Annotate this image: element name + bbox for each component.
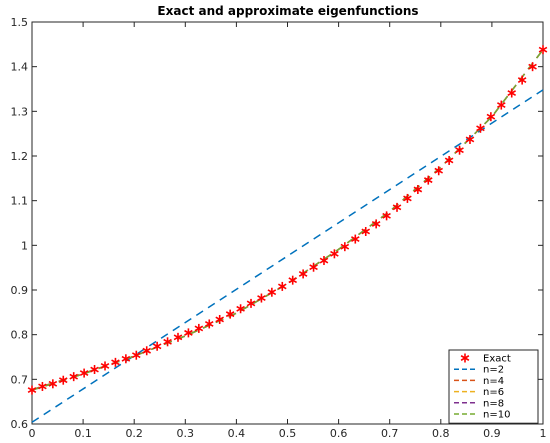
legend-label: n=10 <box>483 410 510 421</box>
exact-point <box>444 155 454 165</box>
legend-label: n=6 <box>483 387 504 398</box>
exact-point <box>152 341 162 351</box>
exact-markers <box>27 45 548 395</box>
exact-point <box>319 256 329 266</box>
x-tick-label: 0.7 <box>381 427 399 440</box>
exact-point <box>298 269 308 279</box>
y-tick-label: 1.5 <box>11 16 29 29</box>
exact-point <box>111 357 120 367</box>
exact-point <box>38 381 47 391</box>
exact-point <box>423 175 433 185</box>
exact-point <box>413 185 423 194</box>
exact-point <box>361 226 371 236</box>
exact-point <box>277 281 287 291</box>
exact-point <box>371 219 381 229</box>
x-tick-label: 0.8 <box>432 427 450 440</box>
exact-point <box>340 242 350 252</box>
exact-point <box>528 62 537 72</box>
exact-point <box>538 45 548 55</box>
exact-point <box>100 361 110 371</box>
chart-title: Exact and approximate eigenfunctions <box>157 4 418 18</box>
exact-point <box>121 354 131 364</box>
exact-point <box>288 275 298 285</box>
exact-point <box>351 234 360 244</box>
exact-point <box>163 337 172 347</box>
exact-point <box>486 112 496 122</box>
exact-point <box>476 123 485 133</box>
exact-point <box>225 309 235 319</box>
exact-point <box>27 385 37 395</box>
x-tick-label: 0.5 <box>279 427 297 440</box>
y-tick-label: 1 <box>21 239 28 252</box>
y-tick-label: 1.3 <box>11 105 29 118</box>
y-axis: 0.6 0.7 0.8 0.9 1 1.1 1.2 1.3 1.4 1.5 <box>11 16 543 431</box>
exact-point <box>257 293 266 303</box>
x-axis: 0 0.1 0.2 0.3 0.4 0.5 0.6 0.7 0.8 0.9 1 <box>29 22 547 440</box>
y-tick-label: 1.1 <box>11 195 29 208</box>
exact-point <box>90 365 99 375</box>
exact-point <box>465 134 475 144</box>
exact-point <box>215 314 224 324</box>
exact-point <box>236 304 245 314</box>
exact-point <box>434 166 444 176</box>
x-tick-label: 0.6 <box>330 427 348 440</box>
exact-point <box>517 75 527 85</box>
legend-label: n=8 <box>483 398 504 409</box>
exact-point <box>142 346 152 356</box>
exact-point <box>507 88 517 98</box>
exact-point <box>246 298 256 308</box>
exact-point <box>309 262 318 272</box>
exact-point <box>184 328 193 338</box>
exact-point <box>173 332 183 342</box>
exact-point <box>194 323 204 333</box>
y-tick-label: 1.2 <box>11 150 29 163</box>
y-tick-label: 0.8 <box>11 329 29 342</box>
x-tick-label: 0.9 <box>483 427 501 440</box>
series-line-n2 <box>31 89 544 423</box>
y-tick-label: 1.4 <box>11 61 29 74</box>
y-tick-label: 0.6 <box>11 418 29 431</box>
legend-marker-exact <box>460 353 470 363</box>
exact-point <box>330 249 339 259</box>
y-tick-label: 0.9 <box>11 284 29 297</box>
exact-point <box>79 368 89 378</box>
exact-point <box>204 319 214 329</box>
x-tick-label: 0.3 <box>177 427 195 440</box>
x-tick-label: 0.1 <box>74 427 92 440</box>
exact-point <box>131 350 141 360</box>
exact-point <box>497 100 506 110</box>
exact-point <box>69 372 78 382</box>
legend-label: n=2 <box>483 365 504 376</box>
x-tick-label: 1 <box>540 427 547 440</box>
legend-label: Exact <box>483 354 511 365</box>
x-tick-label: 0.2 <box>125 427 143 440</box>
exact-point <box>48 379 58 389</box>
x-tick-label: 0.4 <box>228 427 246 440</box>
exact-point <box>392 202 402 212</box>
exact-point <box>267 287 277 297</box>
exact-point <box>58 375 68 385</box>
exact-point <box>455 145 464 155</box>
legend-label: n=4 <box>483 376 504 387</box>
exact-point <box>382 211 391 221</box>
x-tick-label: 0 <box>29 427 36 440</box>
legend-box <box>448 349 539 424</box>
exact-point <box>403 193 412 203</box>
y-tick-label: 0.7 <box>11 373 29 386</box>
